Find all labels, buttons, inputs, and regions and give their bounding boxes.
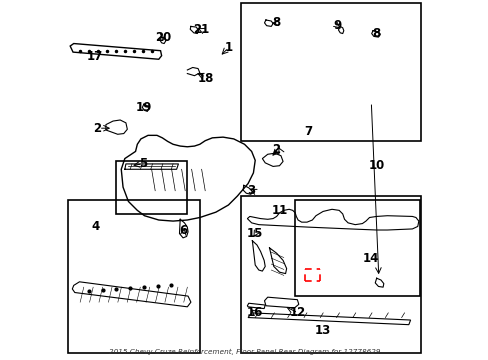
Text: 4: 4 xyxy=(91,220,99,233)
Text: 2: 2 xyxy=(272,143,280,156)
Text: 13: 13 xyxy=(314,324,330,337)
Bar xyxy=(116,161,187,214)
Bar xyxy=(241,196,421,353)
Text: 10: 10 xyxy=(368,159,384,172)
Text: 3: 3 xyxy=(246,184,254,197)
Text: 2: 2 xyxy=(93,122,101,135)
Text: 6: 6 xyxy=(179,224,187,237)
Text: 20: 20 xyxy=(155,31,171,44)
Text: 8: 8 xyxy=(272,16,280,29)
Text: 14: 14 xyxy=(363,252,379,265)
Text: 7: 7 xyxy=(304,125,312,138)
Bar xyxy=(67,200,200,353)
Bar xyxy=(294,200,419,296)
Bar xyxy=(241,3,421,141)
Text: 5: 5 xyxy=(138,157,146,170)
Text: 12: 12 xyxy=(289,306,305,319)
Text: 19: 19 xyxy=(135,102,152,114)
Text: 2015 Chevy Cruze Reinforcement, Floor Panel Rear Diagram for 12778629: 2015 Chevy Cruze Reinforcement, Floor Pa… xyxy=(108,349,380,355)
Text: 21: 21 xyxy=(192,23,208,36)
Text: 17: 17 xyxy=(87,50,103,63)
Text: 9: 9 xyxy=(332,19,341,32)
Text: 1: 1 xyxy=(224,41,232,54)
Text: 16: 16 xyxy=(246,306,262,319)
Text: 18: 18 xyxy=(197,72,214,85)
Text: 11: 11 xyxy=(271,204,288,217)
Text: 8: 8 xyxy=(372,27,380,40)
Text: 15: 15 xyxy=(246,227,263,240)
